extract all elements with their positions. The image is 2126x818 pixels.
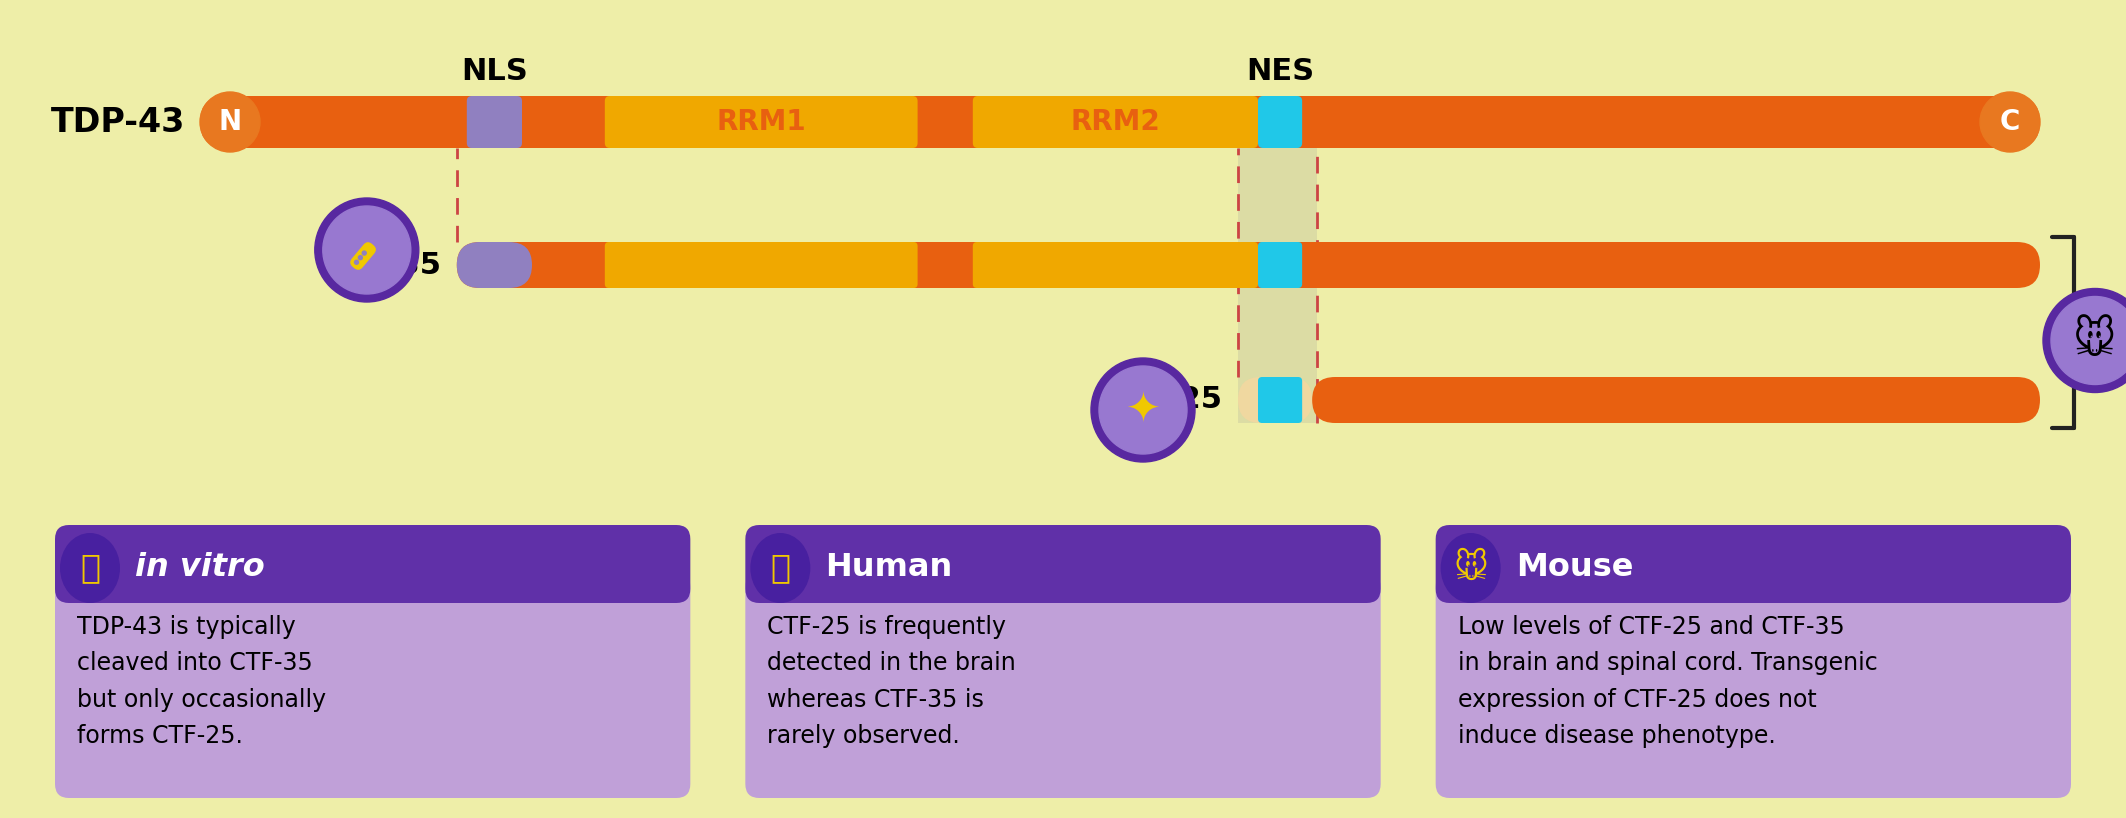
FancyBboxPatch shape — [55, 573, 691, 798]
Circle shape — [359, 256, 361, 259]
Circle shape — [1979, 92, 2041, 152]
Text: TDP-43 is typically
cleaved into CTF-35
but only occasionally
forms CTF-25.: TDP-43 is typically cleaved into CTF-35 … — [77, 615, 325, 748]
Text: CTF-25: CTF-25 — [1106, 385, 1222, 415]
FancyBboxPatch shape — [604, 242, 918, 288]
Text: RRM2: RRM2 — [1072, 108, 1161, 136]
FancyBboxPatch shape — [55, 525, 691, 603]
Ellipse shape — [60, 533, 119, 603]
Text: CTF-25 is frequently
detected in the brain
whereas CTF-35 is
rarely observed.: CTF-25 is frequently detected in the bra… — [767, 615, 1016, 748]
FancyBboxPatch shape — [1259, 96, 1301, 148]
Text: 🧪: 🧪 — [81, 551, 100, 585]
Text: 🚶: 🚶 — [770, 551, 791, 585]
Circle shape — [200, 92, 259, 152]
Text: RRM1: RRM1 — [716, 108, 806, 136]
Text: TDP-43: TDP-43 — [51, 106, 185, 138]
FancyBboxPatch shape — [457, 242, 532, 288]
FancyBboxPatch shape — [1259, 242, 1301, 288]
Text: CTF-35: CTF-35 — [323, 250, 442, 280]
Text: 🐭: 🐭 — [1454, 551, 1488, 585]
FancyBboxPatch shape — [974, 96, 1259, 148]
FancyBboxPatch shape — [974, 242, 1259, 288]
Circle shape — [1091, 358, 1195, 462]
FancyBboxPatch shape — [468, 96, 523, 148]
Text: NLS: NLS — [461, 57, 527, 86]
Circle shape — [355, 260, 359, 264]
FancyBboxPatch shape — [1312, 377, 2041, 423]
FancyBboxPatch shape — [200, 96, 2041, 148]
Circle shape — [1099, 366, 1186, 454]
Circle shape — [323, 206, 410, 294]
Text: Human: Human — [825, 552, 952, 583]
Ellipse shape — [750, 533, 810, 603]
FancyBboxPatch shape — [1237, 377, 1312, 423]
FancyBboxPatch shape — [604, 96, 918, 148]
Text: N: N — [219, 108, 242, 136]
FancyBboxPatch shape — [1259, 377, 1301, 423]
Circle shape — [315, 198, 419, 302]
Text: Low levels of CTF-25 and CTF-35
in brain and spinal cord. Transgenic
expression : Low levels of CTF-25 and CTF-35 in brain… — [1458, 615, 1877, 748]
FancyBboxPatch shape — [1435, 525, 2071, 603]
Text: C: C — [2001, 108, 2020, 136]
Text: NES: NES — [1246, 57, 1314, 86]
Text: in vitro: in vitro — [134, 552, 266, 583]
Text: ✦: ✦ — [1125, 389, 1161, 431]
Text: Mouse: Mouse — [1516, 552, 1633, 583]
Ellipse shape — [1441, 533, 1501, 603]
FancyBboxPatch shape — [1435, 573, 2071, 798]
Circle shape — [2043, 289, 2126, 393]
Bar — [1237, 96, 1318, 423]
Circle shape — [361, 251, 366, 255]
FancyBboxPatch shape — [457, 242, 2041, 288]
FancyBboxPatch shape — [746, 525, 1380, 603]
Text: 🐭: 🐭 — [2073, 320, 2117, 362]
FancyBboxPatch shape — [351, 242, 376, 270]
FancyBboxPatch shape — [746, 573, 1380, 798]
Circle shape — [2052, 296, 2126, 384]
